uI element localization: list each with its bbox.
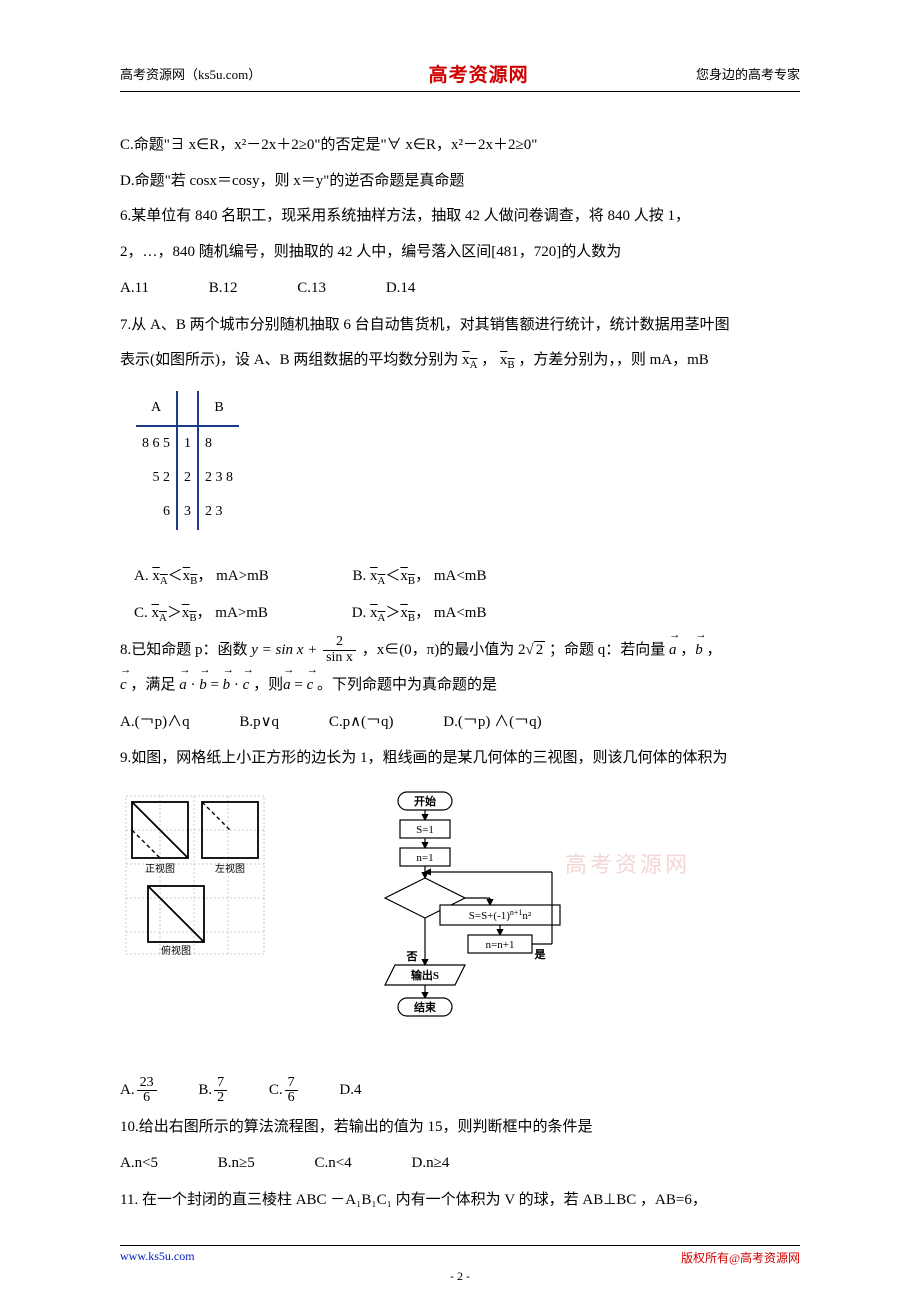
q7-opt-a: A. xA＜xB， mA>mB — [134, 559, 269, 594]
q7-stem2-post: ，方差分别为，，则 mA，mB — [518, 352, 708, 368]
q10-opt-d: D.n≥4 — [412, 1146, 450, 1181]
q6-stem-line1: 6.某单位有 840 名职工，现采用系统抽样方法，抽取 42 人做问卷调查，将 … — [120, 199, 800, 234]
sl-head-a: A — [136, 391, 177, 426]
q7-stem-line1: 7.从 A、B 两个城市分别随机抽取 6 台自动售货机，对其销售额进行统计，统计… — [120, 308, 800, 343]
q8-opt-b: B.p∨q — [239, 705, 279, 740]
svg-text:输出S: 输出S — [411, 968, 439, 982]
q8-opt-a: A.(￢p)∧q — [120, 705, 190, 740]
q7-stem2-pre: 表示(如图所示)，设 A、B 两组数据的平均数分别为 — [120, 352, 458, 368]
vec-a-icon: a — [669, 633, 677, 668]
sl-r1-b: 2 3 8 — [198, 461, 239, 495]
q6-opt-a: A.11 — [120, 271, 149, 306]
page-footer: www.ks5u.com 版权所有@高考资源网 — [120, 1245, 800, 1266]
svg-text:n=n+1: n=n+1 — [486, 939, 515, 951]
sl-r0-a: 8 6 5 — [136, 426, 177, 461]
q6-options: A.11 B.12 C.13 D.14 — [120, 271, 800, 306]
q7-xb-bar: xB — [500, 352, 515, 368]
svg-text:结束: 结束 — [413, 1000, 437, 1014]
q10-opt-a: A.n<5 — [120, 1146, 158, 1181]
three-view-figure: 正视图 左视图 俯视图 — [120, 790, 270, 960]
svg-text:否: 否 — [406, 950, 418, 963]
page-number: - 2 - — [0, 1269, 920, 1284]
q6-opt-d: D.14 — [386, 271, 416, 306]
q9-stem: 9.如图，网格纸上小正方形的边长为 1，粗线画的是某几何体的三视图，则该几何体的… — [120, 741, 800, 776]
header-left: 高考资源网（ks5u.com） — [120, 64, 261, 83]
svg-text:是: 是 — [534, 948, 547, 961]
header-right: 您身边的高考专家 — [696, 64, 800, 83]
q6-stem-line2: 2，…，840 随机编号，则抽取的 42 人中，编号落入区间[481，720]的… — [120, 235, 800, 270]
q7-stem-line2: 表示(如图所示)，设 A、B 两组数据的平均数分别为 xA ， xB ，方差分别… — [120, 343, 800, 378]
q6-opt-b: B.12 — [209, 271, 238, 306]
svg-text:开始: 开始 — [414, 794, 436, 808]
top-view-label: 俯视图 — [161, 944, 191, 957]
front-view-label: 正视图 — [145, 862, 175, 875]
q8-opt-c: C.p∧(￢q) — [329, 705, 394, 740]
sl-r1-s: 2 — [177, 461, 198, 495]
sl-head-b: B — [198, 391, 239, 426]
q9-opt-a: A.236 — [120, 1073, 159, 1108]
header-center-logo: 高考资源网 — [429, 60, 529, 87]
q6-opt-c: C.13 — [297, 271, 326, 306]
sl-r2-a: 6 — [136, 495, 177, 529]
sl-r1-a: 5 2 — [136, 461, 177, 495]
q8-opt-d: D.(￢p) ∧(￢q) — [443, 705, 541, 740]
flowchart-figure: 开始 S=1 n=1 S=S+(-1)n+1n² — [340, 790, 570, 1064]
stem-leaf-plot: A B 8 6 5 1 8 5 2 2 2 3 8 6 3 2 3 — [136, 391, 239, 530]
sl-r2-b: 2 3 — [198, 495, 239, 529]
vec-c-icon: c — [120, 668, 127, 703]
q10-opt-c: C.n<4 — [315, 1146, 352, 1181]
sl-r2-s: 3 — [177, 495, 198, 529]
footer-copyright: 版权所有@高考资源网 — [681, 1249, 800, 1266]
q9-opt-d: D.4 — [339, 1073, 361, 1108]
q5-option-c: C.命题"∃ x∈R，x²－2x＋2≥0"的否定是"∀ x∈R，x²－2x＋2≥… — [120, 128, 800, 163]
page-header: 高考资源网（ks5u.com） 高考资源网 您身边的高考专家 — [120, 60, 800, 92]
q10-stem: 10.给出右图所示的算法流程图，若输出的值为 15，则判断框中的条件是 — [120, 1110, 800, 1145]
q7-xa-bar: xA — [462, 352, 477, 368]
sl-head-stem — [177, 391, 198, 426]
q7-opt-d: D. xA＞xB， mA<mB — [352, 596, 487, 631]
svg-text:n=1: n=1 — [416, 852, 433, 864]
figure-row: 正视图 左视图 俯视图 开始 S=1 n=1 — [120, 790, 800, 1064]
document-body: C.命题"∃ x∈R，x²－2x＋2≥0"的否定是"∀ x∈R，x²－2x＋2≥… — [120, 128, 800, 1217]
q9-opt-c: C.76 — [269, 1073, 300, 1108]
watermark-text: 高考资源网 — [565, 840, 690, 891]
q10-opt-b: B.n≥5 — [218, 1146, 255, 1181]
side-view-label: 左视图 — [215, 862, 245, 875]
q8-options: A.(￢p)∧q B.p∨q C.p∧(￢q) D.(￢p) ∧(￢q) — [120, 705, 800, 740]
q10-options: A.n<5 B.n≥5 C.n<4 D.n≥4 — [120, 1146, 800, 1181]
q7-opt-c: C. xA＞xB， mA>mB — [134, 596, 268, 631]
q5-option-d: D.命题"若 cosx＝cosy，则 x＝y"的逆否命题是真命题 — [120, 164, 800, 199]
q8-fraction: 2sin x — [323, 635, 356, 665]
q7-options-row1: A. xA＜xB， mA>mB B. xA＜xB， mA<mB — [120, 559, 800, 594]
q8-stem-line2: c ，满足 a · b = b · c ，则a = c 。下列命题中为真命题的是 — [120, 668, 800, 703]
q11-stem: 11. 在一个封闭的直三棱柱 ABC －A₁B₁C₁ 内有一个体积为 V 的球，… — [120, 1183, 800, 1218]
q7-opt-b: B. xA＜xB， mA<mB — [353, 559, 487, 594]
sl-r0-b: 8 — [198, 426, 239, 461]
q9-options: A.236 B.72 C.76 D.4 — [120, 1073, 800, 1108]
svg-text:S=S+(-1)n+1n²: S=S+(-1)n+1n² — [469, 908, 532, 922]
vec-b-icon: b — [695, 633, 703, 668]
svg-text:S=1: S=1 — [416, 824, 434, 836]
sl-r0-s: 1 — [177, 426, 198, 461]
q9-opt-b: B.72 — [198, 1073, 229, 1108]
footer-url: www.ks5u.com — [120, 1249, 195, 1266]
